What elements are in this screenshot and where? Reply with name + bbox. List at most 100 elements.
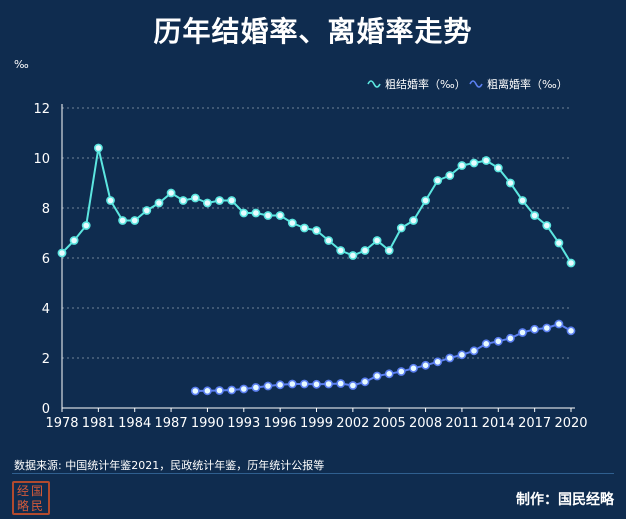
marriage-rate-point <box>348 251 358 260</box>
marriage-rate-point <box>518 196 527 205</box>
divorce-rate-point <box>566 326 576 336</box>
divorce-rate-point <box>263 381 273 391</box>
divorce-rate-point <box>469 346 479 356</box>
marriage-rate-point <box>481 156 491 165</box>
y-tick-label: 12 <box>33 102 50 117</box>
x-tick-label: 1984 <box>118 416 151 431</box>
marriage-rate-point <box>142 206 152 215</box>
marriage-rate-point <box>396 223 406 233</box>
divorce-rate-point <box>481 339 491 349</box>
marriage-rate-point <box>154 198 164 208</box>
divorce-rate-point <box>493 336 503 346</box>
legend-swatch-marriage-rate <box>367 80 381 88</box>
marriage-rate-point <box>336 246 346 255</box>
marriage-rate-point <box>372 236 382 245</box>
y-tick-label: 10 <box>33 152 50 167</box>
divorce-rate-point <box>396 367 406 376</box>
legend-label-divorce-rate: 粗离婚率（‰） <box>487 77 568 91</box>
credit-text: 制作：国民经略 <box>516 492 614 508</box>
x-tick-label: 2005 <box>373 416 406 431</box>
legend-swatch-divorce-rate <box>469 80 483 88</box>
line-chart: 0 2 4 6 8 10 12 ‰ 1978 1981 1984 1987 1990 1993 1996 19… <box>14 58 588 431</box>
divorce-rate-point <box>554 319 564 329</box>
x-tick-label: 2017 <box>518 416 551 431</box>
marriage-rate-point <box>239 208 249 218</box>
marriage-rate-point <box>263 211 273 220</box>
marriage-rate-point <box>202 198 212 208</box>
marriage-rate-point <box>324 236 333 245</box>
divorce-rate-point <box>518 328 527 337</box>
marriage-rate-point <box>312 226 321 235</box>
divorce-rate-point <box>348 381 358 390</box>
x-tick-label: 1996 <box>264 416 297 431</box>
divorce-rate-point <box>324 379 333 389</box>
y-axis-unit: ‰ <box>14 58 29 71</box>
x-tick-label: 2002 <box>336 416 369 431</box>
divorce-rate-point <box>372 371 382 381</box>
marriage-rate-point <box>215 196 224 205</box>
marriage-rate-point <box>384 246 394 255</box>
divorce-rate-point <box>215 386 224 395</box>
divorce-rate-point <box>287 379 297 389</box>
marriage-rate-point <box>275 211 285 220</box>
divorce-rate-point <box>239 384 249 394</box>
marriage-rate-point <box>554 238 564 248</box>
marriage-rate-point <box>433 176 443 185</box>
marriage-rate-point <box>299 223 309 233</box>
divorce-rate-point <box>360 377 370 387</box>
marriage-rate-point <box>94 143 103 153</box>
divorce-rate-point <box>336 379 346 388</box>
divorce-rate-point <box>312 379 321 389</box>
y-tick-label: 6 <box>42 252 50 267</box>
divorce-rate-point <box>505 333 515 343</box>
series <box>57 143 576 396</box>
divorce-rate-point <box>421 360 430 370</box>
x-tick-label: 1990 <box>191 416 224 431</box>
marriage-rate-point <box>227 196 237 205</box>
marriage-rate-point <box>287 218 297 228</box>
marriage-rate-point <box>178 196 188 205</box>
marriage-rate-point <box>166 188 176 198</box>
marriage-rate-point <box>130 216 140 225</box>
marriage-rate-point <box>505 178 515 188</box>
marriage-rate-point <box>106 196 115 205</box>
x-tick-label: 2020 <box>554 416 587 431</box>
divorce-rate-point <box>299 379 309 389</box>
divorce-rate-point <box>190 386 200 396</box>
divorce-rate-point <box>445 353 455 363</box>
divorce-rate-point <box>384 369 394 379</box>
divorce-rate-point <box>275 380 285 390</box>
marriage-rate-line <box>61 147 572 264</box>
x-tick-label: 1987 <box>155 416 188 431</box>
x-tick-label: 1999 <box>300 416 333 431</box>
x-tick-label: 1978 <box>45 416 78 431</box>
divorce-rate-point <box>409 363 418 373</box>
x-tick-label: 2008 <box>409 416 442 431</box>
divorce-rate-point <box>227 385 237 395</box>
x-tick-label: 1993 <box>227 416 260 431</box>
footer-divider <box>12 473 614 474</box>
divorce-rate-point <box>530 324 539 334</box>
divorce-rate-point <box>542 323 552 333</box>
x-tick-label: 2014 <box>482 416 515 431</box>
divorce-rate-point <box>202 386 212 396</box>
brand-logo: 经国 略民 <box>12 481 50 515</box>
marriage-rate-point <box>445 171 455 180</box>
marriage-rate-point <box>566 258 576 268</box>
marriage-rate-point <box>530 211 539 220</box>
marriage-rate-point <box>118 216 127 225</box>
data-source-note: 数据来源: 中国统计年鉴2021，民政统计年鉴，历年统计公报等 <box>14 459 325 472</box>
marriage-rate-point <box>251 208 261 218</box>
chart-title: 历年结婚率、离婚率走势 <box>153 15 473 48</box>
marriage-rate-point <box>190 193 200 203</box>
divorce-rate-point <box>433 357 443 367</box>
marriage-rate-point <box>69 236 79 245</box>
divorce-rate-point <box>251 383 261 392</box>
marriage-rate-point <box>360 246 370 255</box>
axes: 0 2 4 6 8 10 12 ‰ 1978 1981 1984 1987 1990 1993 1996 19… <box>14 58 588 431</box>
marriage-rate-point <box>421 196 430 205</box>
marriage-rate-point <box>57 248 67 258</box>
marriage-rate-point <box>493 163 503 173</box>
y-tick-label: 8 <box>42 202 50 217</box>
y-tick-label: 4 <box>42 302 50 317</box>
